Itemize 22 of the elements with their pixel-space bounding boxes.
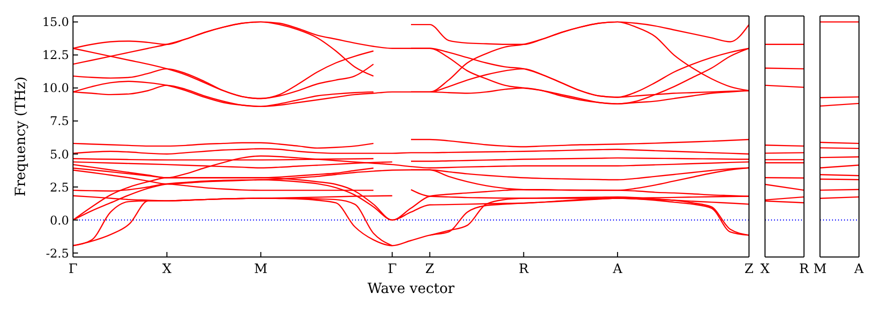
x-tick-label: Z xyxy=(744,262,754,277)
x-tick-label: R xyxy=(518,262,530,277)
y-tick-label: 12.5 xyxy=(42,48,69,62)
y-tick-label: 0.0 xyxy=(50,213,69,228)
y-tick-label: 7.5 xyxy=(50,114,69,128)
x-tick-label: M xyxy=(254,262,268,277)
y-tick-label: 2.5 xyxy=(50,180,69,194)
x-tick-label: Γ xyxy=(68,262,78,277)
y-tick-label: 5.0 xyxy=(50,147,69,162)
y-tick-label: 15.0 xyxy=(42,15,69,30)
x-tick-label: M xyxy=(813,262,827,277)
x-tick-label: X xyxy=(760,262,770,277)
x-tick-label: Γ xyxy=(388,262,397,277)
x-tick-label: Z xyxy=(425,262,434,277)
x-tick-label: A xyxy=(612,262,623,277)
y-tick-label: -2.5 xyxy=(46,246,69,260)
x-tick-label: R xyxy=(799,262,810,277)
y-axis-title: Frequency (THz) xyxy=(12,76,29,197)
x-axis-title: Wave vector xyxy=(368,281,455,297)
y-tick-label: 10.0 xyxy=(42,81,69,96)
x-tick-label: X xyxy=(162,262,172,277)
x-tick-label: A xyxy=(853,262,864,277)
